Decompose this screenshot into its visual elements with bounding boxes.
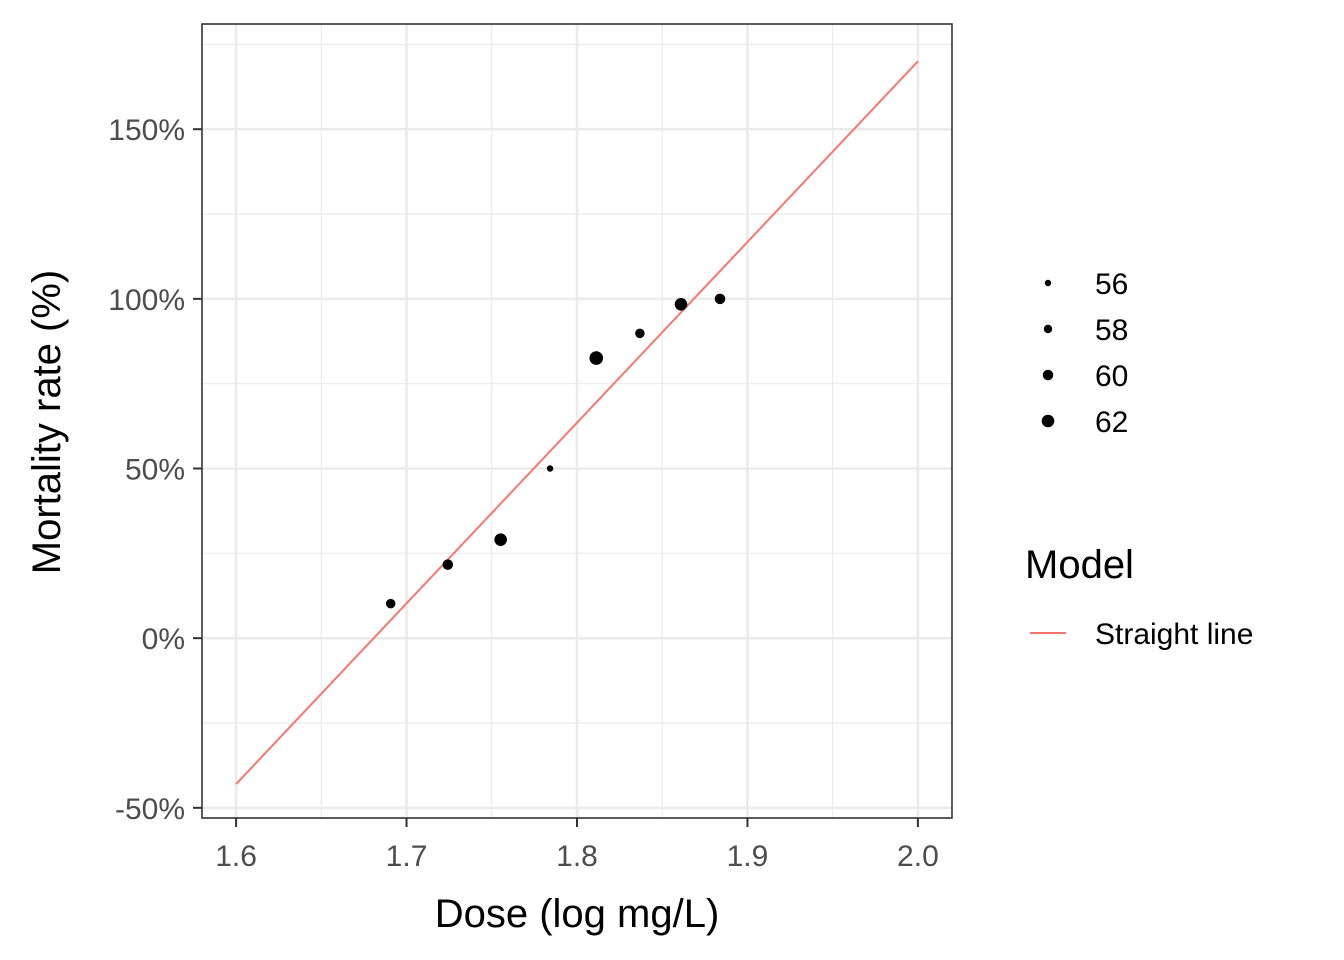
data-point (442, 559, 454, 570)
y-axis-title: Mortality rate (%) (25, 270, 69, 575)
data-point (714, 293, 726, 305)
y-tick-label: 100% (108, 284, 185, 317)
size-legend-key (1042, 369, 1054, 381)
x-tick-label: 1.9 (727, 840, 769, 873)
scatter-points (385, 293, 726, 609)
data-point (494, 533, 507, 546)
x-axis: 1.6 1.7 1.8 1.9 2.0 (215, 818, 939, 873)
size-legend-key (1044, 279, 1052, 287)
data-point (635, 328, 645, 339)
size-legend-label: 60 (1095, 360, 1128, 393)
size-legend-label: 62 (1095, 406, 1128, 439)
x-tick-label: 1.7 (386, 840, 428, 873)
x-tick-label: 2.0 (897, 840, 939, 873)
line-series (235, 60, 919, 785)
x-tick-label: 1.6 (215, 840, 257, 873)
y-tick-label: -50% (115, 793, 185, 826)
size-legend: 56 58 60 62 (1041, 268, 1128, 439)
x-tick-label: 1.8 (556, 840, 598, 873)
size-legend-key (1043, 324, 1053, 334)
y-axis: -50% 0% 50% 100% 150% (108, 114, 202, 826)
straight-line-series (235, 60, 919, 785)
size-legend-key (1041, 414, 1055, 428)
size-legend-label: 58 (1095, 314, 1128, 347)
y-tick-label: 150% (108, 114, 185, 147)
x-axis-title: Dose (log mg/L) (435, 892, 720, 936)
color-legend-title: Model (1025, 543, 1134, 587)
y-tick-label: 50% (125, 454, 185, 487)
major-gridlines (202, 24, 952, 818)
color-legend-label: Straight line (1095, 618, 1253, 651)
data-point (674, 298, 688, 311)
data-point (546, 465, 554, 472)
y-tick-label: 0% (142, 623, 185, 656)
color-legend: Model Straight line (1025, 543, 1253, 651)
data-point (385, 598, 396, 609)
data-point (589, 351, 604, 365)
size-legend-label: 56 (1095, 268, 1128, 301)
